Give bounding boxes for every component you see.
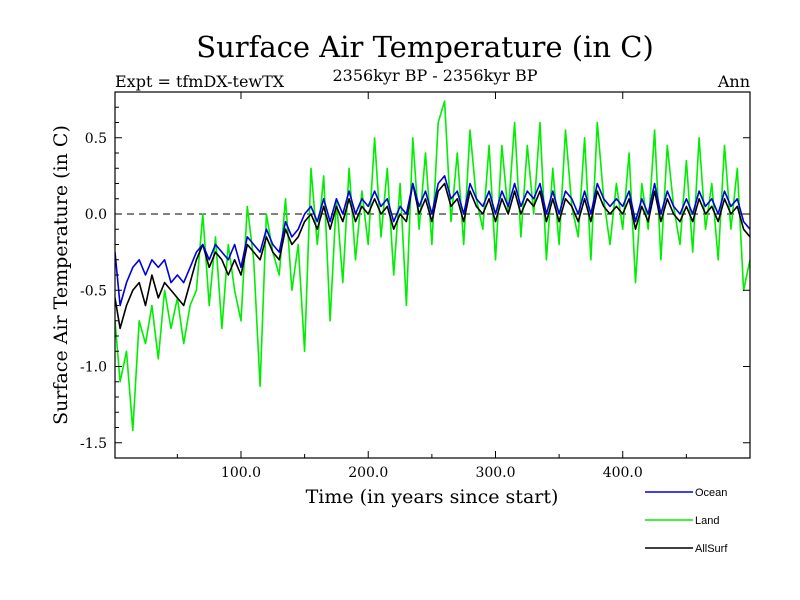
x-axis-label: Time (in years since start) <box>306 486 559 508</box>
y-tick-label: 0.5 <box>85 131 107 147</box>
y-tick-label: -1.5 <box>80 436 107 452</box>
chart-title: Surface Air Temperature (in C) <box>196 30 654 64</box>
y-axis-label: Surface Air Temperature (in C) <box>50 125 72 425</box>
ticks-layer: 100.0 200.0 300.0 400.0 -1.5 -1.0 -0.5 0.0 0.5 <box>80 92 750 481</box>
legend-label-land: Land <box>695 515 719 527</box>
legend-label-allsurf: AllSurf <box>695 543 728 555</box>
y-tick-label: -1.0 <box>80 360 107 376</box>
y-tick-label: -0.5 <box>80 283 107 299</box>
legend-label-ocean: Ocean <box>695 487 727 499</box>
series-line-allsurf <box>115 182 750 330</box>
legend: Ocean Land AllSurf <box>645 487 728 555</box>
x-tick-label: 100.0 <box>221 465 261 481</box>
x-tick-label: 300.0 <box>475 465 515 481</box>
x-tick-label: 200.0 <box>348 465 388 481</box>
x-tick-label: 400.0 <box>603 465 643 481</box>
experiment-label: Expt = tfmDX-tewTX <box>115 72 285 91</box>
series-line-ocean <box>115 175 750 307</box>
series-line-land <box>115 100 750 432</box>
chart-subtitle: 2356kyr BP - 2356kyr BP <box>333 66 538 85</box>
season-label: Ann <box>717 72 750 91</box>
y-tick-label: 0.0 <box>85 207 107 223</box>
series-layer <box>115 100 750 432</box>
